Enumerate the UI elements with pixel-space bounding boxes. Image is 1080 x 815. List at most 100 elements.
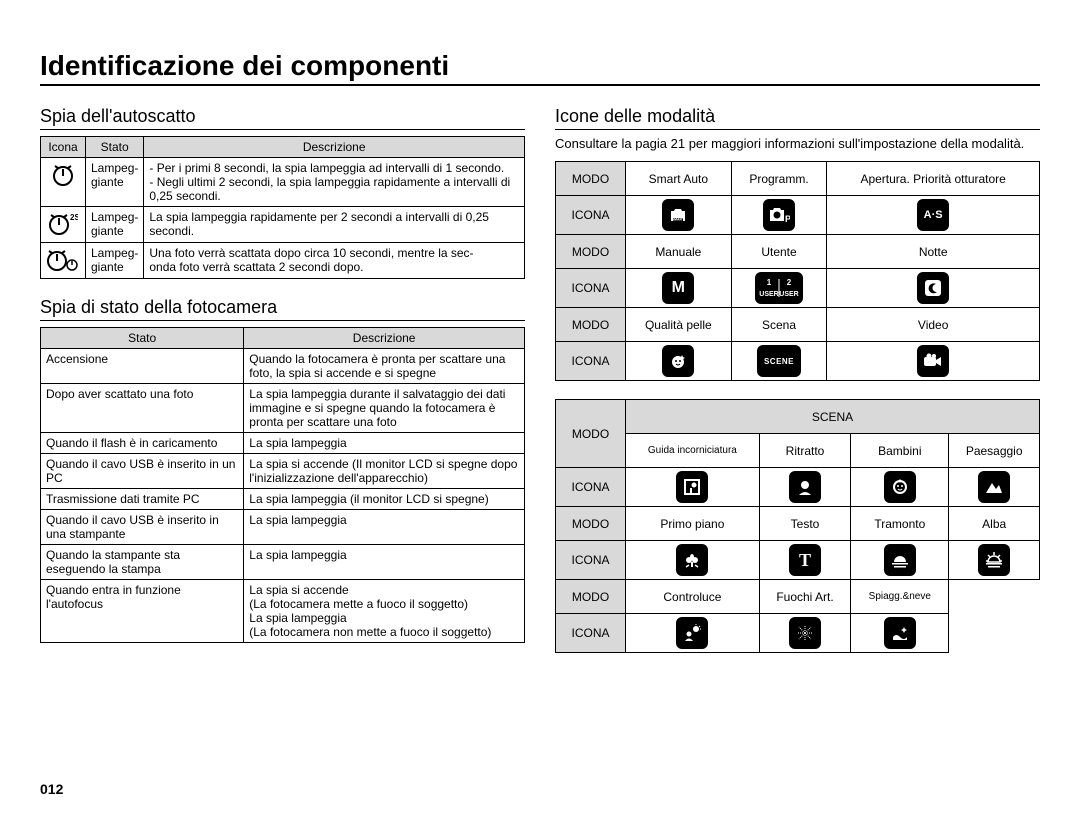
scena-table: MODO SCENA Guida incorniciatura Ritratto… [555, 399, 1040, 653]
modo-cell: Bambini [851, 434, 949, 468]
page-title: Identificazione dei componenti [40, 50, 1040, 86]
col-stato: Stato [86, 137, 144, 158]
stato-cell: Lampeg- giante [86, 158, 144, 207]
program-icon: P [731, 196, 827, 235]
label-modo: MODO [556, 580, 626, 614]
stato-cell: Quando il cavo USB è inserito in una sta… [41, 510, 244, 545]
table-row: Trasmissione dati tramite PCLa spia lamp… [41, 489, 525, 510]
table-row: Quando il cavo USB è inserito in una sta… [41, 510, 525, 545]
descr-cell: Quando la fotocamera è pronta per scatta… [244, 349, 525, 384]
stato-cell: Accensione [41, 349, 244, 384]
stato-table: Stato Descrizione AccensioneQuando la fo… [40, 327, 525, 643]
section1-heading: Spia dell'autoscatto [40, 106, 525, 130]
closeup-icon [626, 541, 760, 580]
modo-cell: Fuochi Art. [759, 580, 851, 614]
beauty-icon [626, 342, 732, 381]
modo-cell: Utente [731, 235, 827, 269]
modo-cell: Alba [949, 507, 1040, 541]
modo-cell: Qualità pelle [626, 308, 732, 342]
modo-cell: Video [827, 308, 1040, 342]
table-row: Quando il cavo USB è inserito in un PCLa… [41, 454, 525, 489]
modo-cell: Tramonto [851, 507, 949, 541]
table-row: AccensioneQuando la fotocamera è pronta … [41, 349, 525, 384]
modalita-intro: Consultare la pagia 21 per maggiori info… [555, 136, 1040, 151]
col-icona: Icona [41, 137, 86, 158]
timer-10s-icon [41, 158, 86, 207]
smart-auto-icon: SMART [626, 196, 732, 235]
modalita-table-1: MODO Smart Auto Programm. Apertura. Prio… [555, 161, 1040, 381]
modo-cell: Manuale [626, 235, 732, 269]
sunset-icon [851, 541, 949, 580]
modo-cell: Controluce [626, 580, 760, 614]
descr-cell: La spia lampeggia rapidamente per 2 seco… [144, 207, 525, 243]
label-icona: ICONA [556, 541, 626, 580]
svg-text:2: 2 [787, 278, 792, 287]
right-column: Icone delle modalità Consultare la pagia… [555, 106, 1040, 653]
label-modo: MODO [556, 162, 626, 196]
svg-text:2S: 2S [70, 213, 78, 222]
stato-cell: Lampeg- giante [86, 207, 144, 243]
descr-cell: La spia lampeggia [244, 545, 525, 580]
label-modo: MODO [556, 235, 626, 269]
stato-cell: Quando la stampante sta eseguendo la sta… [41, 545, 244, 580]
stato-cell: Trasmissione dati tramite PC [41, 489, 244, 510]
table-row: 2S Lampeg- giante La spia lampeggia rapi… [41, 207, 525, 243]
table-row: Quando entra in funzione l'autofocusLa s… [41, 580, 525, 643]
modo-cell: Scena [731, 308, 827, 342]
descr-cell: La spia si accende (Il monitor LCD si sp… [244, 454, 525, 489]
descr-cell: - Per i primi 8 secondi, la spia lampegg… [144, 158, 525, 207]
landscape-icon [949, 468, 1040, 507]
table-row: Dopo aver scattato una fotoLa spia lampe… [41, 384, 525, 433]
modo-cell: Apertura. Priorità otturatore [827, 162, 1040, 196]
scene-icon: SCENE [731, 342, 827, 381]
modo-cell: Smart Auto [626, 162, 732, 196]
label-modo: MODO [556, 308, 626, 342]
table-row: Quando la stampante sta eseguendo la sta… [41, 545, 525, 580]
label-icona: ICONA [556, 468, 626, 507]
svg-text:P: P [785, 214, 790, 224]
col-descr: Descrizione [144, 137, 525, 158]
svg-text:1: 1 [767, 278, 772, 287]
aperture-shutter-icon: A·S [827, 196, 1040, 235]
children-icon [851, 468, 949, 507]
modo-cell: Paesaggio [949, 434, 1040, 468]
stato-cell: Quando entra in funzione l'autofocus [41, 580, 244, 643]
col-stato: Stato [41, 328, 244, 349]
col-descr: Descrizione [244, 328, 525, 349]
frame-guide-icon [626, 468, 760, 507]
table-row: Lampeg- giante - Per i primi 8 secondi, … [41, 158, 525, 207]
fireworks-icon [759, 614, 851, 653]
descr-cell: La spia si accende (La fotocamera mette … [244, 580, 525, 643]
label-modo: MODO [556, 400, 626, 468]
descr-cell: La spia lampeggia [244, 510, 525, 545]
stato-cell: Lampeg- giante [86, 243, 144, 279]
two-column-layout: Spia dell'autoscatto Icona Stato Descriz… [40, 106, 1040, 653]
table-row: Quando il flash è in caricamentoLa spia … [41, 433, 525, 454]
portrait-icon [759, 468, 851, 507]
stato-cell: Dopo aver scattato una foto [41, 384, 244, 433]
label-icona: ICONA [556, 342, 626, 381]
autoscatto-table: Icona Stato Descrizione Lampeg- giante -… [40, 136, 525, 279]
video-icon [827, 342, 1040, 381]
left-column: Spia dell'autoscatto Icona Stato Descriz… [40, 106, 525, 653]
svg-text:SMART: SMART [672, 218, 685, 222]
beach-snow-icon [851, 614, 949, 653]
label-icona: ICONA [556, 614, 626, 653]
dawn-icon [949, 541, 1040, 580]
backlight-icon [626, 614, 760, 653]
modo-cell: Primo piano [626, 507, 760, 541]
descr-cell: La spia lampeggia [244, 433, 525, 454]
section3-heading: Icone delle modalità [555, 106, 1040, 130]
modo-cell: Ritratto [759, 434, 851, 468]
night-icon [827, 269, 1040, 308]
table-row: Lampeg- giante Una foto verrà scattata d… [41, 243, 525, 279]
manual-icon: M [626, 269, 732, 308]
descr-cell: Una foto verrà scattata dopo circa 10 se… [144, 243, 525, 279]
svg-text:USER: USER [759, 291, 778, 298]
modo-cell: Spiagg.&neve [851, 580, 949, 614]
descr-cell: La spia lampeggia durante il salvataggio… [244, 384, 525, 433]
section2-heading: Spia di stato della fotocamera [40, 297, 525, 321]
label-icona: ICONA [556, 269, 626, 308]
timer-double-icon [41, 243, 86, 279]
label-scena: SCENA [626, 400, 1040, 434]
